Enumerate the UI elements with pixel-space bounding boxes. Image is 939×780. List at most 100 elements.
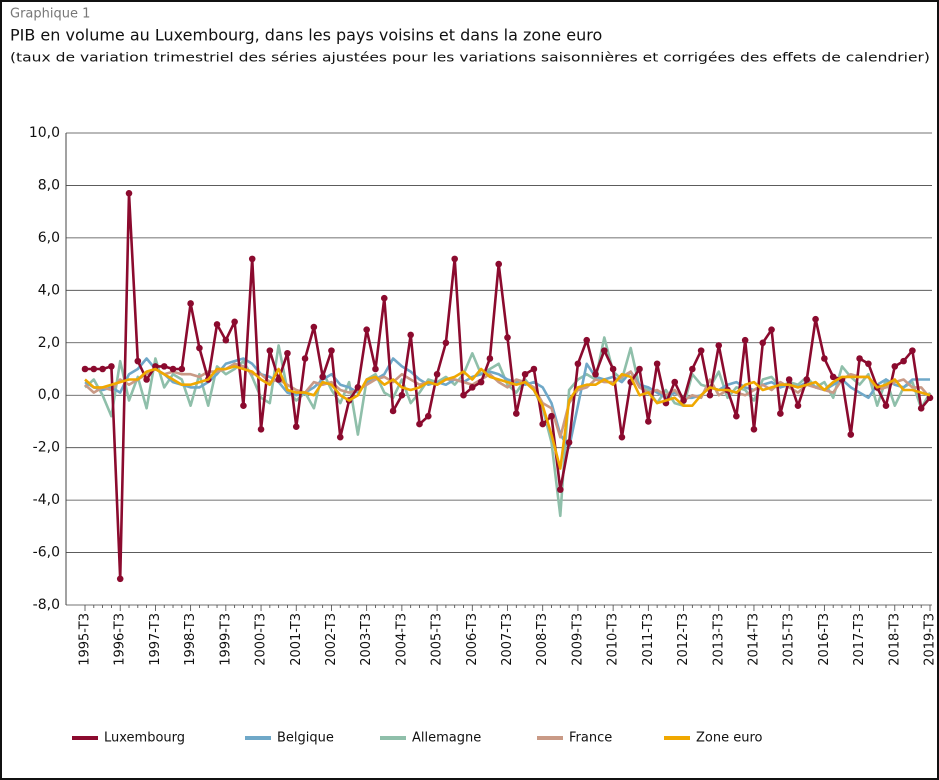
legend-label: Belgique xyxy=(277,731,334,746)
point xyxy=(856,355,863,362)
x-tick-label: 1997-T3 xyxy=(148,613,163,666)
point xyxy=(169,365,177,373)
point xyxy=(777,410,784,417)
point xyxy=(160,363,168,370)
point xyxy=(821,355,828,362)
chart-title: PIB en volume au Luxembourg, dans les pa… xyxy=(10,26,602,45)
y-tick-label: 8,0 xyxy=(38,177,60,193)
legend-label: Luxembourg xyxy=(104,731,185,746)
x-tick-label: 2011-T3 xyxy=(641,613,656,666)
point xyxy=(618,433,626,441)
point xyxy=(380,294,388,302)
legend-label: Allemagne xyxy=(412,731,481,746)
point xyxy=(636,365,643,373)
point xyxy=(917,405,925,412)
point xyxy=(609,365,617,373)
point xyxy=(504,334,511,341)
point xyxy=(460,391,467,399)
point xyxy=(354,384,362,391)
point xyxy=(196,344,203,352)
point xyxy=(486,355,494,362)
point xyxy=(601,347,608,354)
point xyxy=(689,365,696,373)
point xyxy=(548,412,555,420)
point xyxy=(275,376,282,383)
y-tick-label: 6,0 xyxy=(38,230,60,246)
x-tick-label: 2014-T3 xyxy=(746,613,761,666)
series-line xyxy=(84,365,931,470)
point xyxy=(231,318,238,326)
point xyxy=(583,336,591,344)
point xyxy=(865,360,872,368)
point xyxy=(574,360,582,368)
point xyxy=(741,336,749,344)
x-tick-label: 2006-T3 xyxy=(465,613,480,666)
x-tick-label: 2018-T3 xyxy=(887,613,902,666)
point xyxy=(108,363,115,370)
point xyxy=(240,402,247,410)
point xyxy=(178,365,186,373)
point xyxy=(257,426,265,433)
point xyxy=(812,315,819,323)
point xyxy=(477,378,485,386)
x-tick-label: 2019-T3 xyxy=(923,613,938,666)
point xyxy=(433,370,441,378)
point xyxy=(645,418,652,425)
x-tick-label: 2017-T3 xyxy=(852,613,867,666)
point xyxy=(891,363,899,370)
point xyxy=(697,347,705,354)
point xyxy=(680,397,687,404)
point xyxy=(513,410,520,417)
x-tick-label: 2012-T3 xyxy=(676,613,691,666)
x-tick-label: 1999-T3 xyxy=(218,613,233,666)
point xyxy=(319,373,326,381)
point xyxy=(759,339,767,347)
y-tick-label: -6,0 xyxy=(33,545,60,561)
x-tick-label: 2015-T3 xyxy=(782,613,797,666)
y-tick-label: 2,0 xyxy=(38,335,60,351)
x-tick-label: 2000-T3 xyxy=(254,613,269,666)
point xyxy=(882,402,890,410)
x-tick-label: 2001-T3 xyxy=(289,613,304,666)
x-tick-label: 1996-T3 xyxy=(113,613,128,666)
x-tick-label: 2004-T3 xyxy=(394,613,409,666)
point xyxy=(248,255,256,263)
point xyxy=(926,394,934,402)
point xyxy=(442,339,450,347)
point xyxy=(363,326,370,333)
x-tick-label: 2016-T3 xyxy=(817,613,832,666)
point xyxy=(389,407,397,415)
x-tick-label: 1998-T3 xyxy=(183,613,198,666)
point xyxy=(785,376,793,383)
point xyxy=(829,373,837,381)
point xyxy=(653,360,661,368)
y-tick-label: -8,0 xyxy=(33,597,60,613)
point xyxy=(733,412,740,420)
y-tick-label: 10,0 xyxy=(29,125,60,141)
point xyxy=(539,420,547,428)
point xyxy=(900,357,907,365)
y-tick-label: 0,0 xyxy=(38,387,60,403)
y-tick-label: 4,0 xyxy=(38,282,60,298)
x-tick-label: 2008-T3 xyxy=(535,613,550,666)
point xyxy=(468,384,476,391)
point xyxy=(565,439,573,446)
point xyxy=(557,486,564,493)
point xyxy=(424,412,432,420)
point xyxy=(134,357,142,365)
point xyxy=(398,391,406,399)
point xyxy=(671,378,679,386)
point xyxy=(310,323,318,331)
chart-subtitle: (taux de variation trimestriel des série… xyxy=(10,50,930,65)
point xyxy=(372,365,379,373)
point xyxy=(81,365,89,373)
point xyxy=(266,347,274,354)
point xyxy=(336,433,344,441)
point xyxy=(416,420,423,428)
point xyxy=(803,376,811,383)
point xyxy=(592,370,599,378)
point xyxy=(125,190,133,197)
point xyxy=(152,363,159,370)
point xyxy=(187,300,194,307)
